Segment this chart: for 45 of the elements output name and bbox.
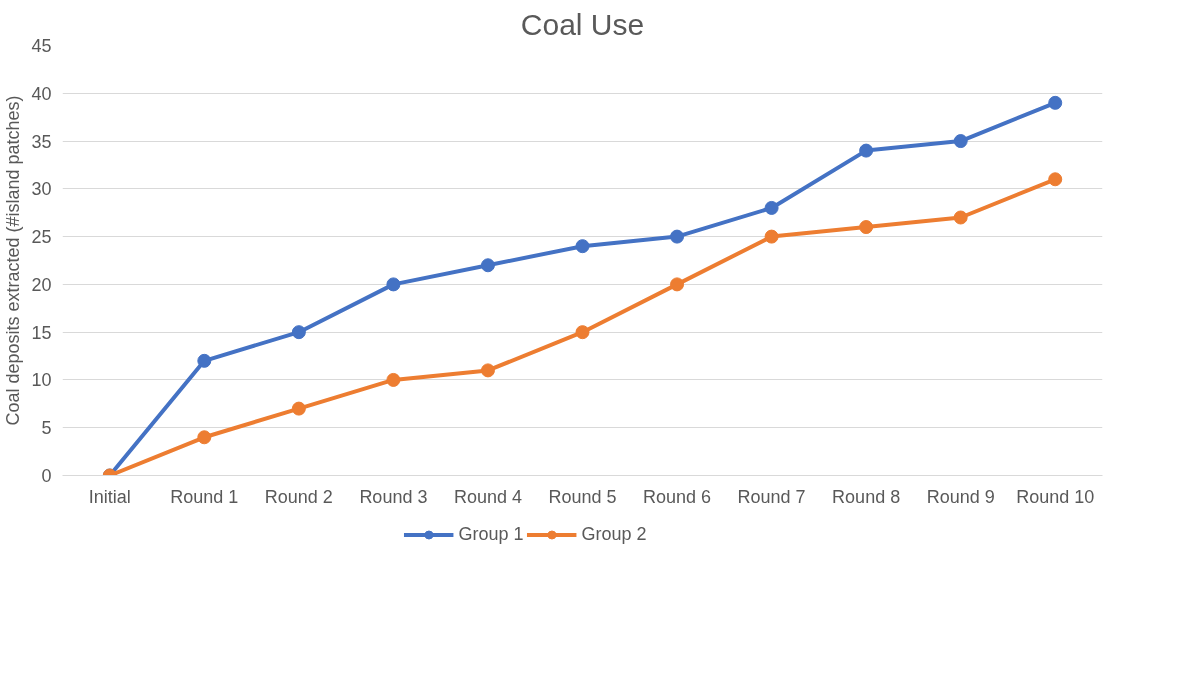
y-tick-label: 15 bbox=[31, 322, 52, 343]
point bbox=[291, 401, 306, 416]
point bbox=[291, 325, 306, 340]
point bbox=[764, 229, 779, 244]
x-tick-label: Round 2 bbox=[264, 486, 333, 507]
point bbox=[197, 353, 212, 368]
x-tick-label: Round 3 bbox=[359, 486, 428, 507]
x-tick-label: Initial bbox=[88, 486, 131, 507]
y-tick-label: 5 bbox=[41, 418, 52, 439]
y-tick-label: 30 bbox=[31, 179, 52, 200]
point bbox=[670, 229, 685, 244]
y-tick-label: 10 bbox=[31, 370, 52, 391]
point bbox=[575, 239, 590, 254]
x-tick-label: Round 4 bbox=[453, 486, 522, 507]
point bbox=[764, 200, 779, 215]
legend-label: Group 1 bbox=[458, 523, 524, 545]
point bbox=[386, 372, 401, 387]
chart-title: Coal Use bbox=[520, 7, 645, 41]
point bbox=[953, 134, 968, 149]
y-tick-label: 20 bbox=[31, 274, 52, 295]
point bbox=[953, 210, 968, 225]
point bbox=[670, 277, 685, 292]
x-tick-label: Round 7 bbox=[737, 486, 806, 507]
point bbox=[480, 258, 495, 273]
y-tick-label: 35 bbox=[31, 131, 52, 152]
y-axis-title: Coal deposits extracted (#island patches) bbox=[3, 95, 24, 426]
point bbox=[386, 277, 401, 292]
x-tick-label: Round 8 bbox=[832, 486, 901, 507]
point bbox=[575, 325, 590, 340]
point bbox=[1048, 172, 1063, 187]
point bbox=[197, 430, 212, 445]
x-tick-label: Round 5 bbox=[548, 486, 617, 507]
y-tick-label: 0 bbox=[41, 466, 52, 486]
point bbox=[859, 143, 874, 158]
y-tick-label: 45 bbox=[31, 36, 52, 56]
x-tick-label: Round 6 bbox=[643, 486, 712, 507]
point bbox=[1048, 95, 1063, 110]
y-tick-label: 25 bbox=[31, 227, 52, 248]
x-tick-label: Round 9 bbox=[926, 486, 995, 507]
y-tick-label: 40 bbox=[31, 83, 52, 104]
point bbox=[859, 220, 874, 235]
legend-label: Group 2 bbox=[581, 523, 647, 545]
point bbox=[480, 363, 495, 378]
x-tick-label: Round 10 bbox=[1016, 486, 1095, 507]
x-tick-label: Round 1 bbox=[170, 486, 239, 507]
